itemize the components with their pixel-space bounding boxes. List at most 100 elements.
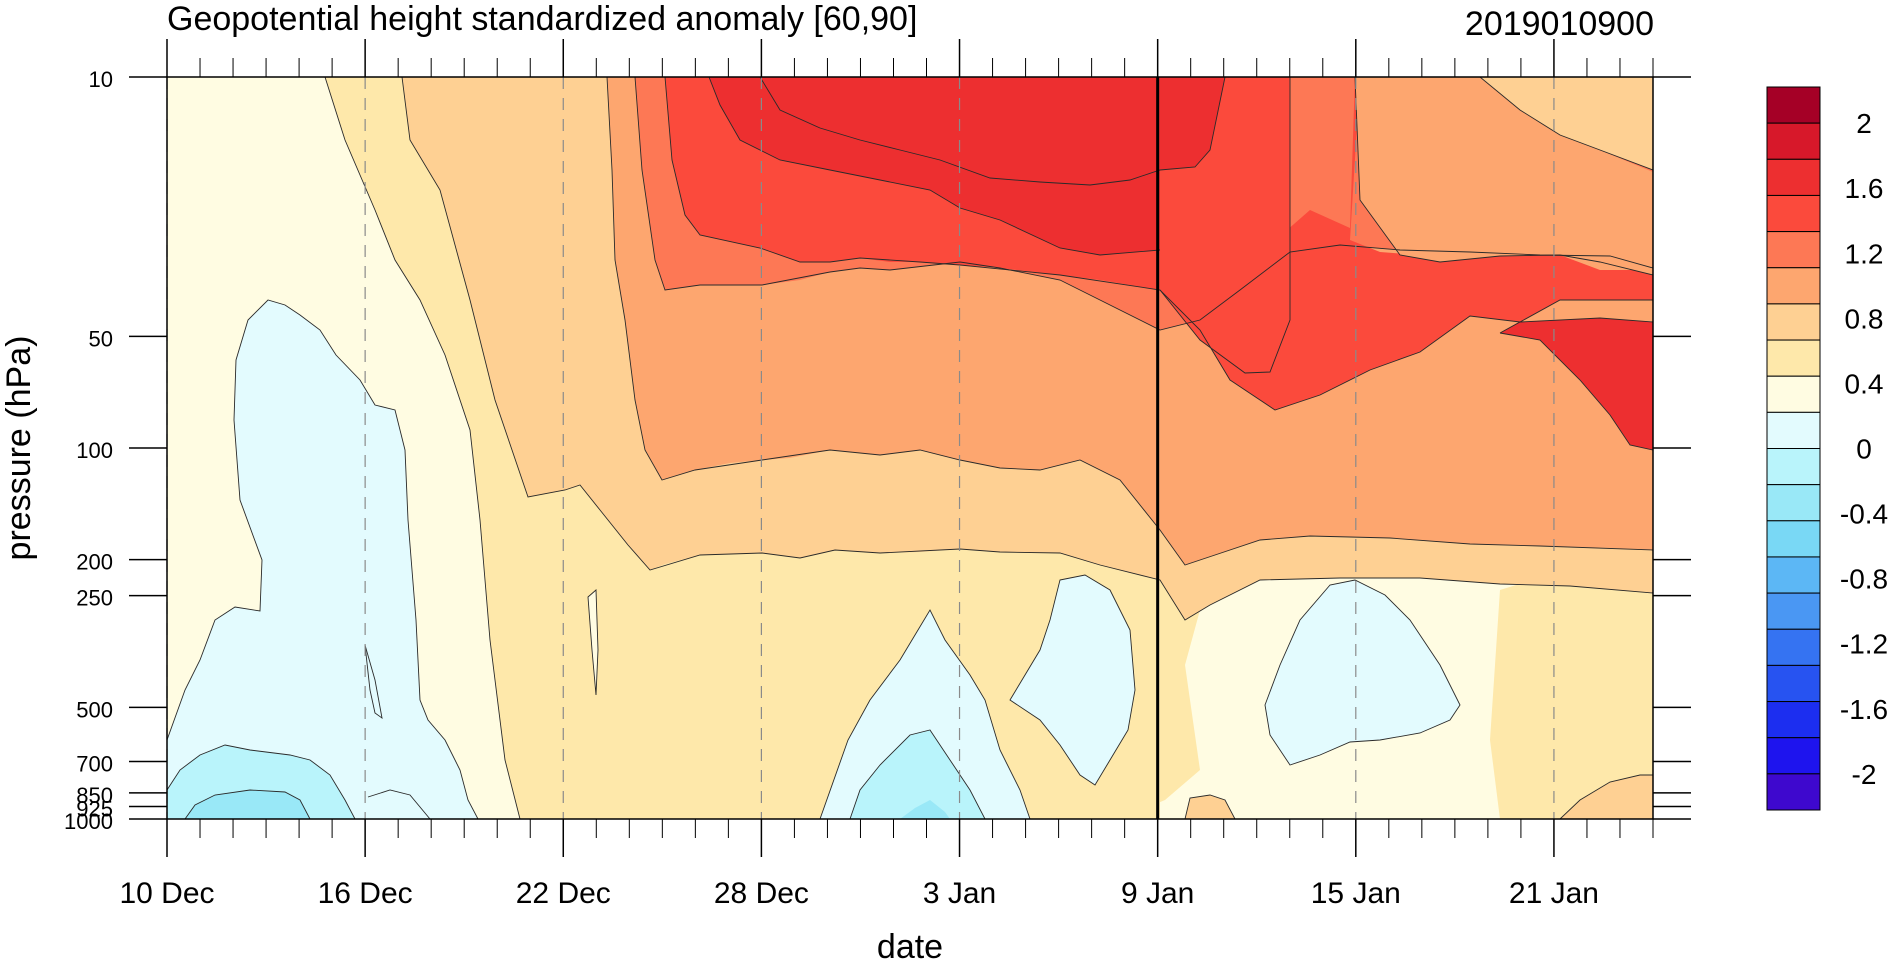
colorbar [1766, 86, 1821, 811]
colorbar-box [1766, 628, 1821, 666]
contour-line [364, 644, 383, 720]
region-neg-left-blip [365, 645, 382, 718]
contour-line [167, 299, 479, 819]
colorbar-label: 1.2 [1845, 238, 1884, 269]
region-neg-jan-a-strong [900, 800, 950, 819]
y-tick-label: 1000 [64, 809, 113, 834]
colorbar-labels: 2 1.6 1.2 0.8 0.4 0 -0.4 -0.8 -1.2 -1.6 -2 [1840, 108, 1888, 790]
contour-line [401, 77, 1653, 621]
contour-line [708, 77, 1161, 256]
x-tick-label: 3 Jan [923, 877, 996, 910]
colorbar-box [1766, 339, 1821, 377]
colorbar-label: -0.8 [1840, 564, 1888, 595]
region-1.4-to-1.6-right [1500, 318, 1653, 450]
colorbar-label: -2 [1852, 759, 1877, 790]
x-tick-label: 15 Jan [1311, 877, 1401, 910]
x-axis-ticks: 10 Dec 16 Dec 22 Dec 28 Dec 3 Jan 9 Jan 15 Jan… [119, 39, 1599, 910]
colorbar-box [1766, 303, 1821, 341]
colorbar-box [1766, 556, 1821, 594]
x-axis-label: date [877, 928, 943, 963]
contour-line [184, 789, 311, 819]
colorbar-box [1766, 375, 1821, 413]
contour-fills [167, 77, 1653, 819]
colorbar-label: -1.6 [1840, 694, 1888, 725]
contour-line [1559, 774, 1653, 819]
contour-line [606, 77, 1653, 566]
y-tick-label: 850 [76, 783, 113, 808]
y-tick-label: 100 [76, 438, 113, 463]
chart-title: Geopotential height standardized anomaly… [167, 0, 917, 38]
colorbar-box [1766, 664, 1821, 703]
contour-line [819, 609, 1031, 819]
colorbar-box [1766, 158, 1821, 196]
chart-date-stamp: 2019010900 [1465, 5, 1654, 43]
y-tick-label: 50 [89, 326, 113, 351]
x-tick-label: 16 Dec [318, 877, 413, 910]
contour-line [1184, 794, 1236, 819]
colorbar-box [1766, 267, 1821, 305]
contour-line [634, 77, 1653, 331]
contour-line [1354, 77, 1653, 276]
colorbar-box [1766, 701, 1821, 739]
y-tick-label: 250 [76, 586, 113, 611]
colorbar-label: -1.2 [1840, 629, 1888, 660]
colorbar-label: -0.4 [1840, 499, 1888, 530]
region-0.6-to-0.8-right [1355, 77, 1653, 275]
region-pos-bottom-9jan [1185, 795, 1235, 819]
contour-line [664, 77, 1653, 411]
y-tick-label: 500 [76, 697, 113, 722]
contour-line [367, 789, 431, 819]
colorbar-box [1766, 86, 1821, 124]
region-pos-bottom-right [1560, 775, 1653, 819]
colorbar-label: 0 [1856, 434, 1872, 465]
x-tick-label: 9 Jan [1121, 877, 1194, 910]
contour-line [1264, 579, 1461, 766]
region-neg-jan-b [1010, 575, 1135, 785]
colorbar-box [1766, 231, 1821, 269]
colorbar-label: 1.6 [1845, 173, 1884, 204]
region-neg-jan-a [820, 610, 1030, 819]
colorbar-label: 0.4 [1845, 368, 1884, 399]
contour-line [759, 77, 1226, 186]
region-neg-jan-a-light [850, 730, 985, 819]
colorbar-box [1766, 448, 1821, 486]
region-neg-left-strong [185, 790, 310, 819]
contour-line [1009, 574, 1136, 786]
region-neg-left [167, 300, 478, 819]
contour-line [167, 744, 356, 819]
plot-frame [166, 76, 1654, 820]
contour-line [849, 729, 986, 819]
contour-line [1479, 77, 1653, 171]
region-neg-bottom-mid [365, 790, 430, 819]
x-tick-label: 10 Dec [119, 877, 214, 910]
y-tick-label: 700 [76, 752, 113, 777]
region-1.4-to-1.6 [760, 77, 1225, 185]
region-0.4-to-0.6-top-right [1480, 77, 1653, 170]
colorbar-box [1766, 773, 1821, 811]
colorbar-label: 0.8 [1845, 303, 1884, 334]
colorbar-box [1766, 411, 1821, 450]
y-tick-label: 10 [89, 67, 113, 92]
colorbar-label: 2 [1856, 108, 1872, 139]
colorbar-box [1766, 484, 1821, 522]
region-neg-jan-c [1265, 580, 1460, 765]
x-tick-label: 21 Jan [1509, 877, 1599, 910]
x-tick-label: 22 Dec [516, 877, 611, 910]
contour-line [1159, 77, 1291, 374]
y-axis-label: pressure (hPa) [0, 336, 38, 561]
y-tick-label: 925 [76, 796, 113, 821]
colorbar-box [1766, 122, 1821, 160]
colorbar-box [1766, 737, 1821, 775]
colorbar-box [1766, 592, 1821, 630]
region-pos-22dec-blip [588, 590, 598, 695]
contour-line [1499, 317, 1653, 451]
y-tick-label: 200 [76, 550, 113, 575]
contour-lines [167, 77, 1653, 819]
minor-ticks [199, 58, 1654, 838]
colorbar-box [1766, 520, 1821, 558]
contour-line [587, 589, 599, 696]
x-tick-label: 28 Dec [714, 877, 809, 910]
colorbar-box [1766, 194, 1821, 233]
